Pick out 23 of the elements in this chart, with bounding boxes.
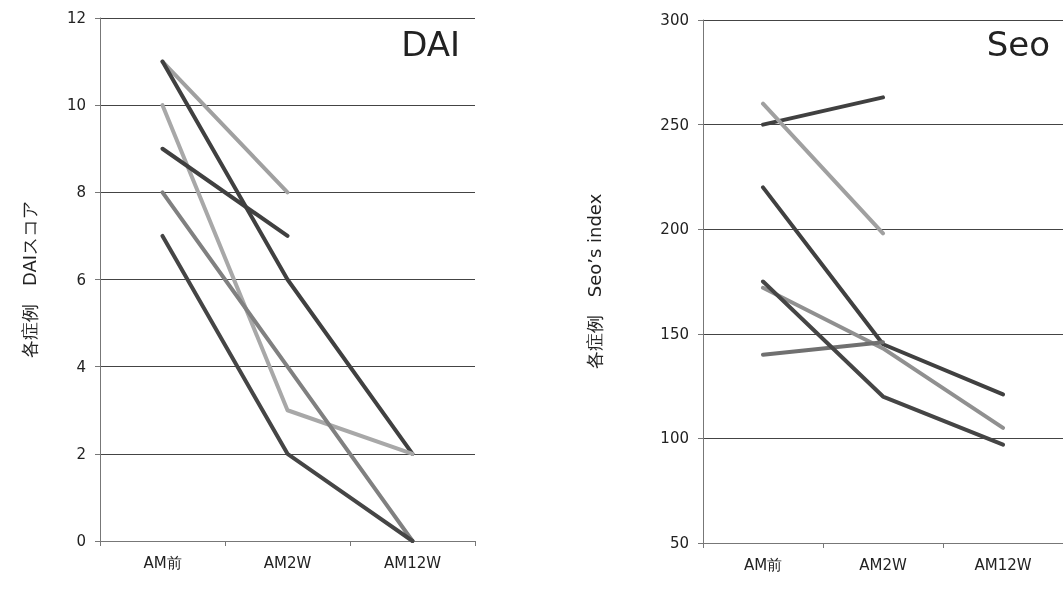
x-tick-label: AM12W (974, 555, 1032, 574)
y-axis-title: 各症例 DAIスコア (18, 200, 40, 359)
x-tick-label: AM前 (743, 555, 783, 574)
y-tick-label: 150 (660, 324, 689, 343)
y-axis-title: 各症例 Seo’s index (583, 193, 605, 370)
y-tick-label: 300 (660, 11, 689, 29)
y-tick-label: 2 (76, 444, 86, 463)
y-tick-label: 100 (660, 429, 689, 448)
y-tick-label: 200 (660, 220, 689, 239)
x-tick-label: AM前 (143, 553, 182, 572)
x-tick-label: AM12W (383, 553, 442, 572)
y-tick-label: 4 (76, 357, 86, 376)
y-tick-label: 250 (660, 115, 689, 134)
x-tick-label: AM2W (263, 553, 312, 572)
y-tick-label: 8 (76, 183, 86, 202)
y-tick-label: 12 (66, 9, 86, 27)
y-tick-label: 6 (76, 270, 86, 289)
x-tick-label: AM2W (859, 555, 907, 574)
y-tick-label: 50 (669, 534, 689, 552)
chart-title: DAI (401, 24, 461, 64)
chart-title: Seo (986, 24, 1051, 64)
y-tick-label: 10 (66, 96, 86, 115)
y-tick-label: 0 (76, 532, 86, 550)
